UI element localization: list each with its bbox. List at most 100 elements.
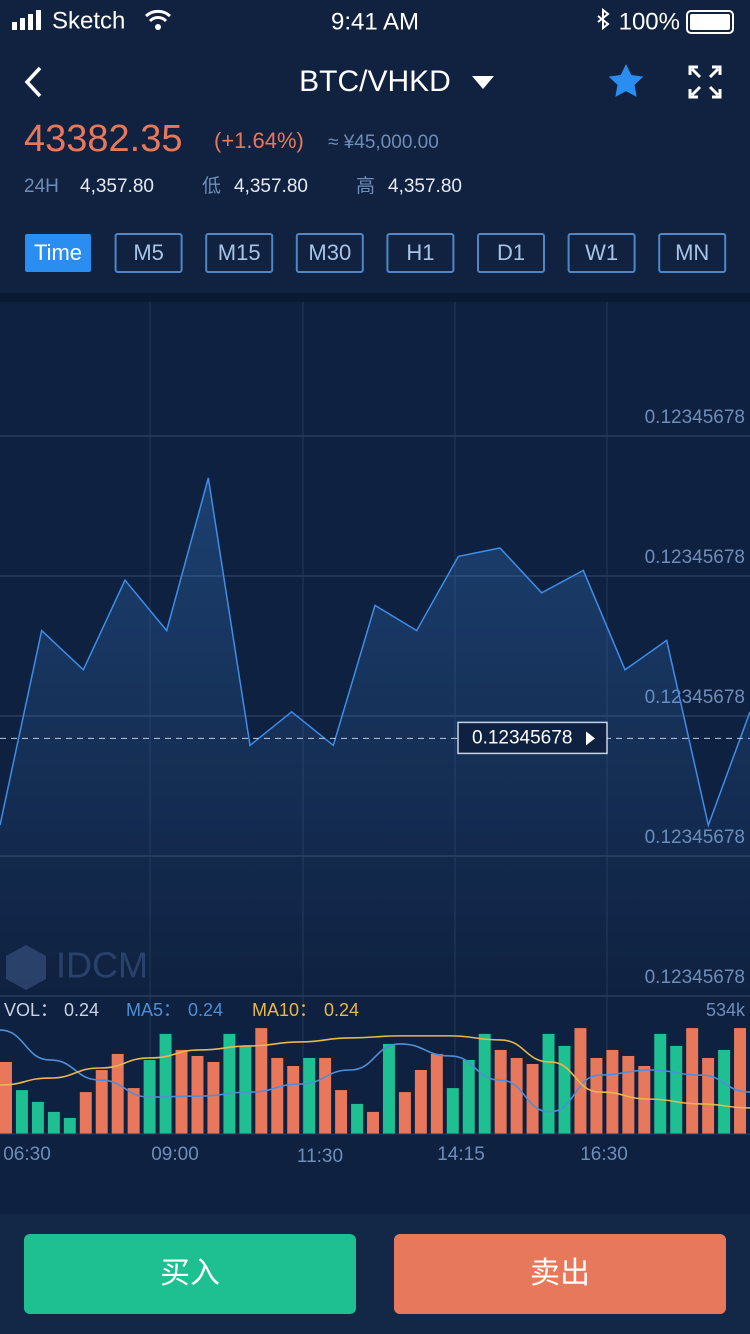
volume-bar (0, 1061, 12, 1134)
volume-bar (335, 1090, 348, 1134)
timeframe-tab[interactable] (658, 233, 727, 273)
ma-line (0, 1029, 750, 1113)
volume-bar (430, 1053, 443, 1134)
volume-bar (255, 1028, 268, 1134)
last-price-box (457, 721, 608, 755)
volume-bar (494, 1049, 507, 1134)
timeframe-tab[interactable] (567, 233, 636, 273)
volume-bar (175, 1049, 188, 1134)
bluetooth-icon (597, 7, 610, 31)
price-change: (+1.64%) (214, 128, 304, 153)
volume-bar (542, 1033, 555, 1134)
timeframe-label[interactable]: M30 (308, 240, 351, 265)
volume-bar (446, 1088, 459, 1134)
volume-bar (95, 1070, 108, 1134)
timeframe-label[interactable]: MN (675, 240, 709, 265)
volume-bar (686, 1028, 699, 1134)
volume-bar (670, 1045, 683, 1134)
volume-bar (287, 1065, 300, 1134)
y-tick-label: 534k (706, 1000, 746, 1020)
volume-bar (223, 1033, 236, 1134)
fullscreen-button[interactable] (688, 65, 722, 99)
legend-label: VOL： (4, 1000, 58, 1020)
price-approx: ≈ ¥45,000.00 (328, 132, 439, 153)
timeframe-label[interactable]: Time (34, 240, 82, 265)
timeframe-tab[interactable] (114, 233, 183, 273)
battery-text: 100% (619, 8, 680, 35)
ma-line (0, 1035, 750, 1109)
volume-bar (606, 1049, 619, 1134)
legend-value: 0.24 (64, 1000, 99, 1020)
y-tick-label: 0.12345678 (645, 547, 745, 568)
x-tick-label: 16:30 (580, 1144, 628, 1165)
last-price: 43382.35 (24, 118, 183, 160)
x-tick-label: 14:15 (437, 1144, 485, 1165)
volume-bar (47, 1111, 60, 1134)
buy-button[interactable] (24, 1234, 356, 1314)
back-button[interactable] (24, 66, 42, 98)
timeframe-tab[interactable] (386, 233, 455, 273)
volume-bar (367, 1111, 379, 1134)
timeframe-label[interactable]: M5 (133, 240, 164, 265)
timeframe-tab[interactable] (295, 233, 364, 273)
volume-bar (79, 1092, 92, 1134)
volume-bar (462, 1059, 475, 1134)
x-tick-label: 06:30 (3, 1144, 51, 1165)
volume-bar (510, 1057, 523, 1134)
buy-label[interactable]: 买入 (160, 1257, 220, 1290)
legend-label: MA10： (252, 1000, 317, 1020)
volume-bar (526, 1063, 539, 1134)
volume-bar (382, 1043, 395, 1134)
volume-bar (574, 1028, 587, 1134)
volume-bar (622, 1055, 635, 1134)
volume-bar (351, 1103, 364, 1134)
timeframe-label[interactable]: D1 (497, 240, 525, 265)
timeframe-tab[interactable] (25, 234, 91, 272)
volume-bar (558, 1045, 571, 1134)
volume-bar (303, 1057, 316, 1134)
volume-bar (63, 1117, 76, 1134)
volume-bar (478, 1033, 491, 1134)
volume-bar (398, 1092, 411, 1134)
volume-bar (127, 1088, 140, 1134)
timeframe-tab[interactable] (205, 233, 274, 273)
wifi-dot (155, 24, 161, 30)
pair-dropdown[interactable] (472, 76, 494, 89)
volume-bar (191, 1055, 204, 1134)
timeframe-label[interactable]: M15 (218, 240, 261, 265)
divider (0, 293, 750, 302)
y-tick-label: 0.12345678 (645, 407, 745, 428)
volume-bar (271, 1057, 284, 1134)
battery-level (690, 14, 730, 30)
pair-title[interactable]: BTC/VHKD (299, 65, 451, 98)
stat-label: 低 (202, 175, 221, 197)
stat-value: 4,357.80 (234, 176, 308, 197)
timeframe-label[interactable]: H1 (406, 240, 434, 265)
legend-value: 0.24 (188, 1000, 223, 1020)
price-area (0, 478, 750, 996)
last-price-arrow (586, 731, 595, 746)
stat-value: 4,357.80 (80, 176, 154, 197)
volume-bar (111, 1053, 124, 1134)
volume-bar (590, 1057, 603, 1134)
volume-bar (414, 1070, 427, 1134)
battery-icon (686, 10, 734, 34)
volume-bar (734, 1028, 747, 1134)
carrier: Sketch (52, 7, 125, 34)
volume-bar (702, 1057, 715, 1134)
price-line (0, 477, 750, 828)
volume-bar (638, 1065, 651, 1134)
sell-button[interactable] (394, 1234, 726, 1314)
volume-bar (15, 1090, 28, 1134)
favorite-star[interactable] (608, 64, 644, 97)
timeframe-label[interactable]: W1 (585, 240, 618, 265)
last-price-label: 0.12345678 (472, 727, 572, 748)
sell-label[interactable]: 卖出 (530, 1257, 590, 1290)
volume-bar (159, 1033, 172, 1134)
clock: 9:41 AM (331, 8, 419, 35)
timeframe-tab[interactable] (477, 233, 545, 273)
volume-bar (207, 1061, 220, 1134)
